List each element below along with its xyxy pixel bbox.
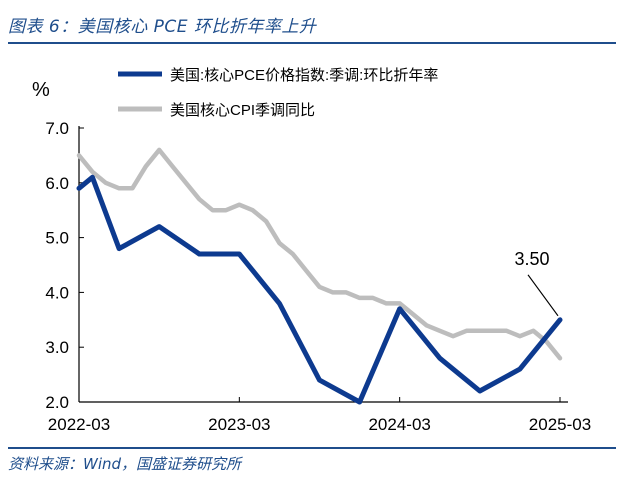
y-tick-label: 7.0 xyxy=(45,119,69,138)
legend-label-pce: 美国:核心PCE价格指数:季调:环比折年率 xyxy=(170,67,438,84)
legend-label-cpi: 美国核心CPI季调同比 xyxy=(170,102,315,119)
y-axis-unit-label: % xyxy=(32,79,50,101)
figure-source: 资料来源：Wind，国盛证券研究所 xyxy=(8,453,241,474)
x-tick-label: 2025-03 xyxy=(529,415,591,434)
y-tick-label: 2.0 xyxy=(45,393,69,412)
y-tick-label: 5.0 xyxy=(45,229,69,248)
source-divider xyxy=(8,447,616,449)
y-tick-label: 3.0 xyxy=(45,338,69,357)
line-chart: 美国:核心PCE价格指数:季调:环比折年率 美国核心CPI季调同比 % 2.0 3… xyxy=(0,0,624,447)
legend: 美国:核心PCE价格指数:季调:环比折年率 美国核心CPI季调同比 xyxy=(118,67,438,119)
annotation: 3.50 xyxy=(514,249,558,316)
x-tick-label: 2024-03 xyxy=(368,415,430,434)
y-tick-label: 4.0 xyxy=(45,283,69,302)
series-layer xyxy=(79,150,560,402)
x-tick-label: 2022-03 xyxy=(48,415,110,434)
x-tick-label: 2023-03 xyxy=(208,415,270,434)
series-line-core-cpi xyxy=(79,150,560,358)
annotation-leader-line xyxy=(528,275,558,316)
axes: 2.0 3.0 4.0 5.0 6.0 7.0 2022-03 2023-03 2024-03 2… xyxy=(45,119,591,434)
y-tick-label: 6.0 xyxy=(45,174,69,193)
annotation-value-label: 3.50 xyxy=(514,249,549,269)
series-line-core-pce xyxy=(79,177,560,402)
